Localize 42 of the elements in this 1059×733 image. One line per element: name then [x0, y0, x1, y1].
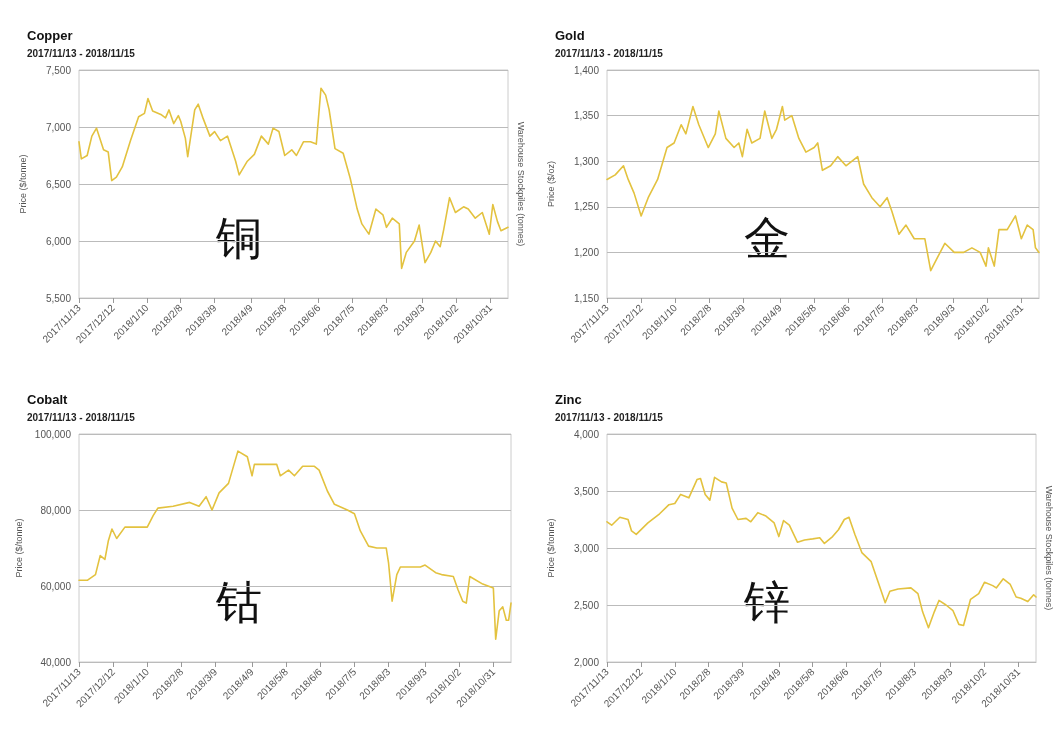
y-tick-label: 3,500: [573, 485, 600, 497]
y-tick-label: 2,500: [573, 599, 600, 611]
chart-title: Gold: [555, 28, 585, 43]
y-axis-title: Price ($/tonne): [17, 154, 28, 214]
y-tick-label: 40,000: [40, 656, 72, 668]
y-tick-label: 80,000: [40, 504, 72, 516]
y-axis-title: Price ($/oz): [545, 160, 556, 208]
y-tick-label: 6,500: [45, 178, 72, 190]
y-tick-label: 3,000: [573, 542, 600, 554]
line-series: [606, 105, 1040, 272]
y2-axis-title: Warehouse Stockpiles (tonnes): [1043, 485, 1054, 611]
chart-subtitle: 2017/11/13 - 2018/11/15: [555, 411, 664, 423]
y-tick-label: 1,150: [573, 292, 600, 304]
chart-title: Copper: [27, 28, 73, 43]
y-tick-label: 5,500: [45, 292, 72, 304]
y-tick-label: 100,000: [34, 428, 72, 440]
y-tick-label: 1,200: [573, 246, 600, 258]
y-tick-label: 1,300: [573, 155, 600, 167]
y-tick-label: 1,350: [573, 110, 600, 122]
annotation: 锌: [742, 574, 790, 629]
annotation: 金: [743, 210, 790, 265]
chart-subtitle: 2017/11/13 - 2018/11/15: [27, 411, 136, 423]
y-tick-label: 1,250: [573, 201, 600, 213]
annotation: 铜: [214, 210, 262, 265]
y-axis-title: Price ($/tonne): [545, 518, 556, 578]
line-series: [78, 87, 509, 270]
y-axis-title: Price ($/tonne): [14, 518, 25, 578]
annotation: 钴: [214, 574, 262, 629]
line-series: [78, 450, 512, 640]
chart-title: Zinc: [555, 392, 582, 407]
line-series: [606, 476, 1037, 629]
y-tick-label: 6,000: [45, 235, 72, 247]
chart-subtitle: 2017/11/13 - 2018/11/15: [27, 47, 136, 59]
y2-axis-title: Warehouse Stockpiles (tonnes): [515, 121, 526, 247]
y-tick-label: 1,400: [573, 64, 600, 76]
y-tick-label: 60,000: [40, 580, 72, 592]
y-tick-label: 7,000: [45, 121, 72, 133]
chart-subtitle: 2017/11/13 - 2018/11/15: [555, 47, 664, 59]
chart-title: Cobalt: [27, 392, 69, 407]
y-tick-label: 2,000: [573, 656, 600, 668]
y-tick-label: 4,000: [573, 428, 600, 440]
y-tick-label: 7,500: [45, 64, 72, 76]
